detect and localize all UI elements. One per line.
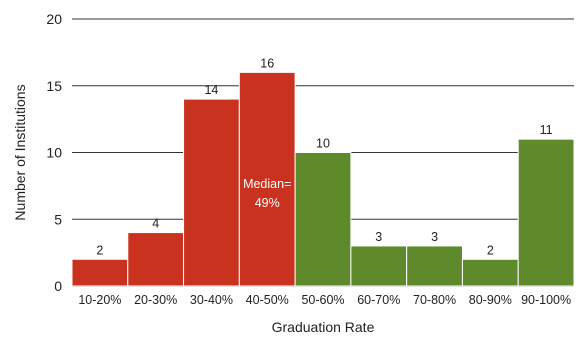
category-labels: 10-20% 20-30% 30-40% 40-50% 50-60% 60-70% 70-8…	[78, 293, 571, 307]
value-labels: 2 4 14 16 10 3 3 2 11	[96, 56, 552, 257]
bar-30-40%	[183, 98, 240, 287]
bar-90-100%	[517, 138, 575, 287]
median-annotation: Median= 49%	[243, 177, 291, 210]
value-label-40-50%: 16	[260, 56, 274, 70]
bar-70-80%	[406, 245, 463, 287]
value-label-80-90%: 2	[487, 243, 494, 257]
bar-20-30%	[127, 232, 185, 287]
bar-80-90%	[461, 258, 519, 287]
y-tick-label-20: 20	[46, 11, 62, 27]
y-tick-labels: 0 5 10 15 20	[46, 11, 62, 294]
y-tick-label-5: 5	[54, 211, 62, 227]
category-label-70-80%: 70-80%	[413, 293, 456, 307]
y-tick-label-15: 15	[46, 78, 62, 94]
bar-60-70%	[350, 245, 408, 287]
median-label-line2: 49%	[255, 196, 280, 210]
value-label-20-30%: 4	[152, 217, 159, 231]
category-label-50-60%: 50-60%	[301, 293, 344, 307]
bar-50-60%	[294, 152, 352, 287]
y-axis-title: Number of Institutions	[12, 84, 28, 220]
x-axis-title: Graduation Rate	[272, 319, 375, 335]
category-label-10-20%: 10-20%	[78, 293, 121, 307]
y-tick-label-10: 10	[46, 145, 62, 161]
value-label-30-40%: 14	[204, 83, 218, 97]
value-label-60-70%: 3	[375, 230, 382, 244]
bars	[71, 71, 575, 287]
category-label-30-40%: 30-40%	[190, 293, 233, 307]
category-label-20-30%: 20-30%	[134, 293, 177, 307]
value-label-10-20%: 2	[96, 243, 103, 257]
value-label-50-60%: 10	[316, 137, 330, 151]
category-label-80-90%: 80-90%	[469, 293, 512, 307]
category-label-90-100%: 90-100%	[521, 293, 571, 307]
category-label-60-70%: 60-70%	[357, 293, 400, 307]
median-label-line1: Median=	[243, 177, 291, 191]
value-label-90-100%: 11	[540, 123, 553, 137]
y-tick-label-0: 0	[54, 278, 62, 294]
value-label-70-80%: 3	[431, 230, 438, 244]
bar-10-20%	[71, 258, 129, 287]
bar-40-50%	[238, 71, 296, 287]
category-label-40-50%: 40-50%	[246, 293, 289, 307]
